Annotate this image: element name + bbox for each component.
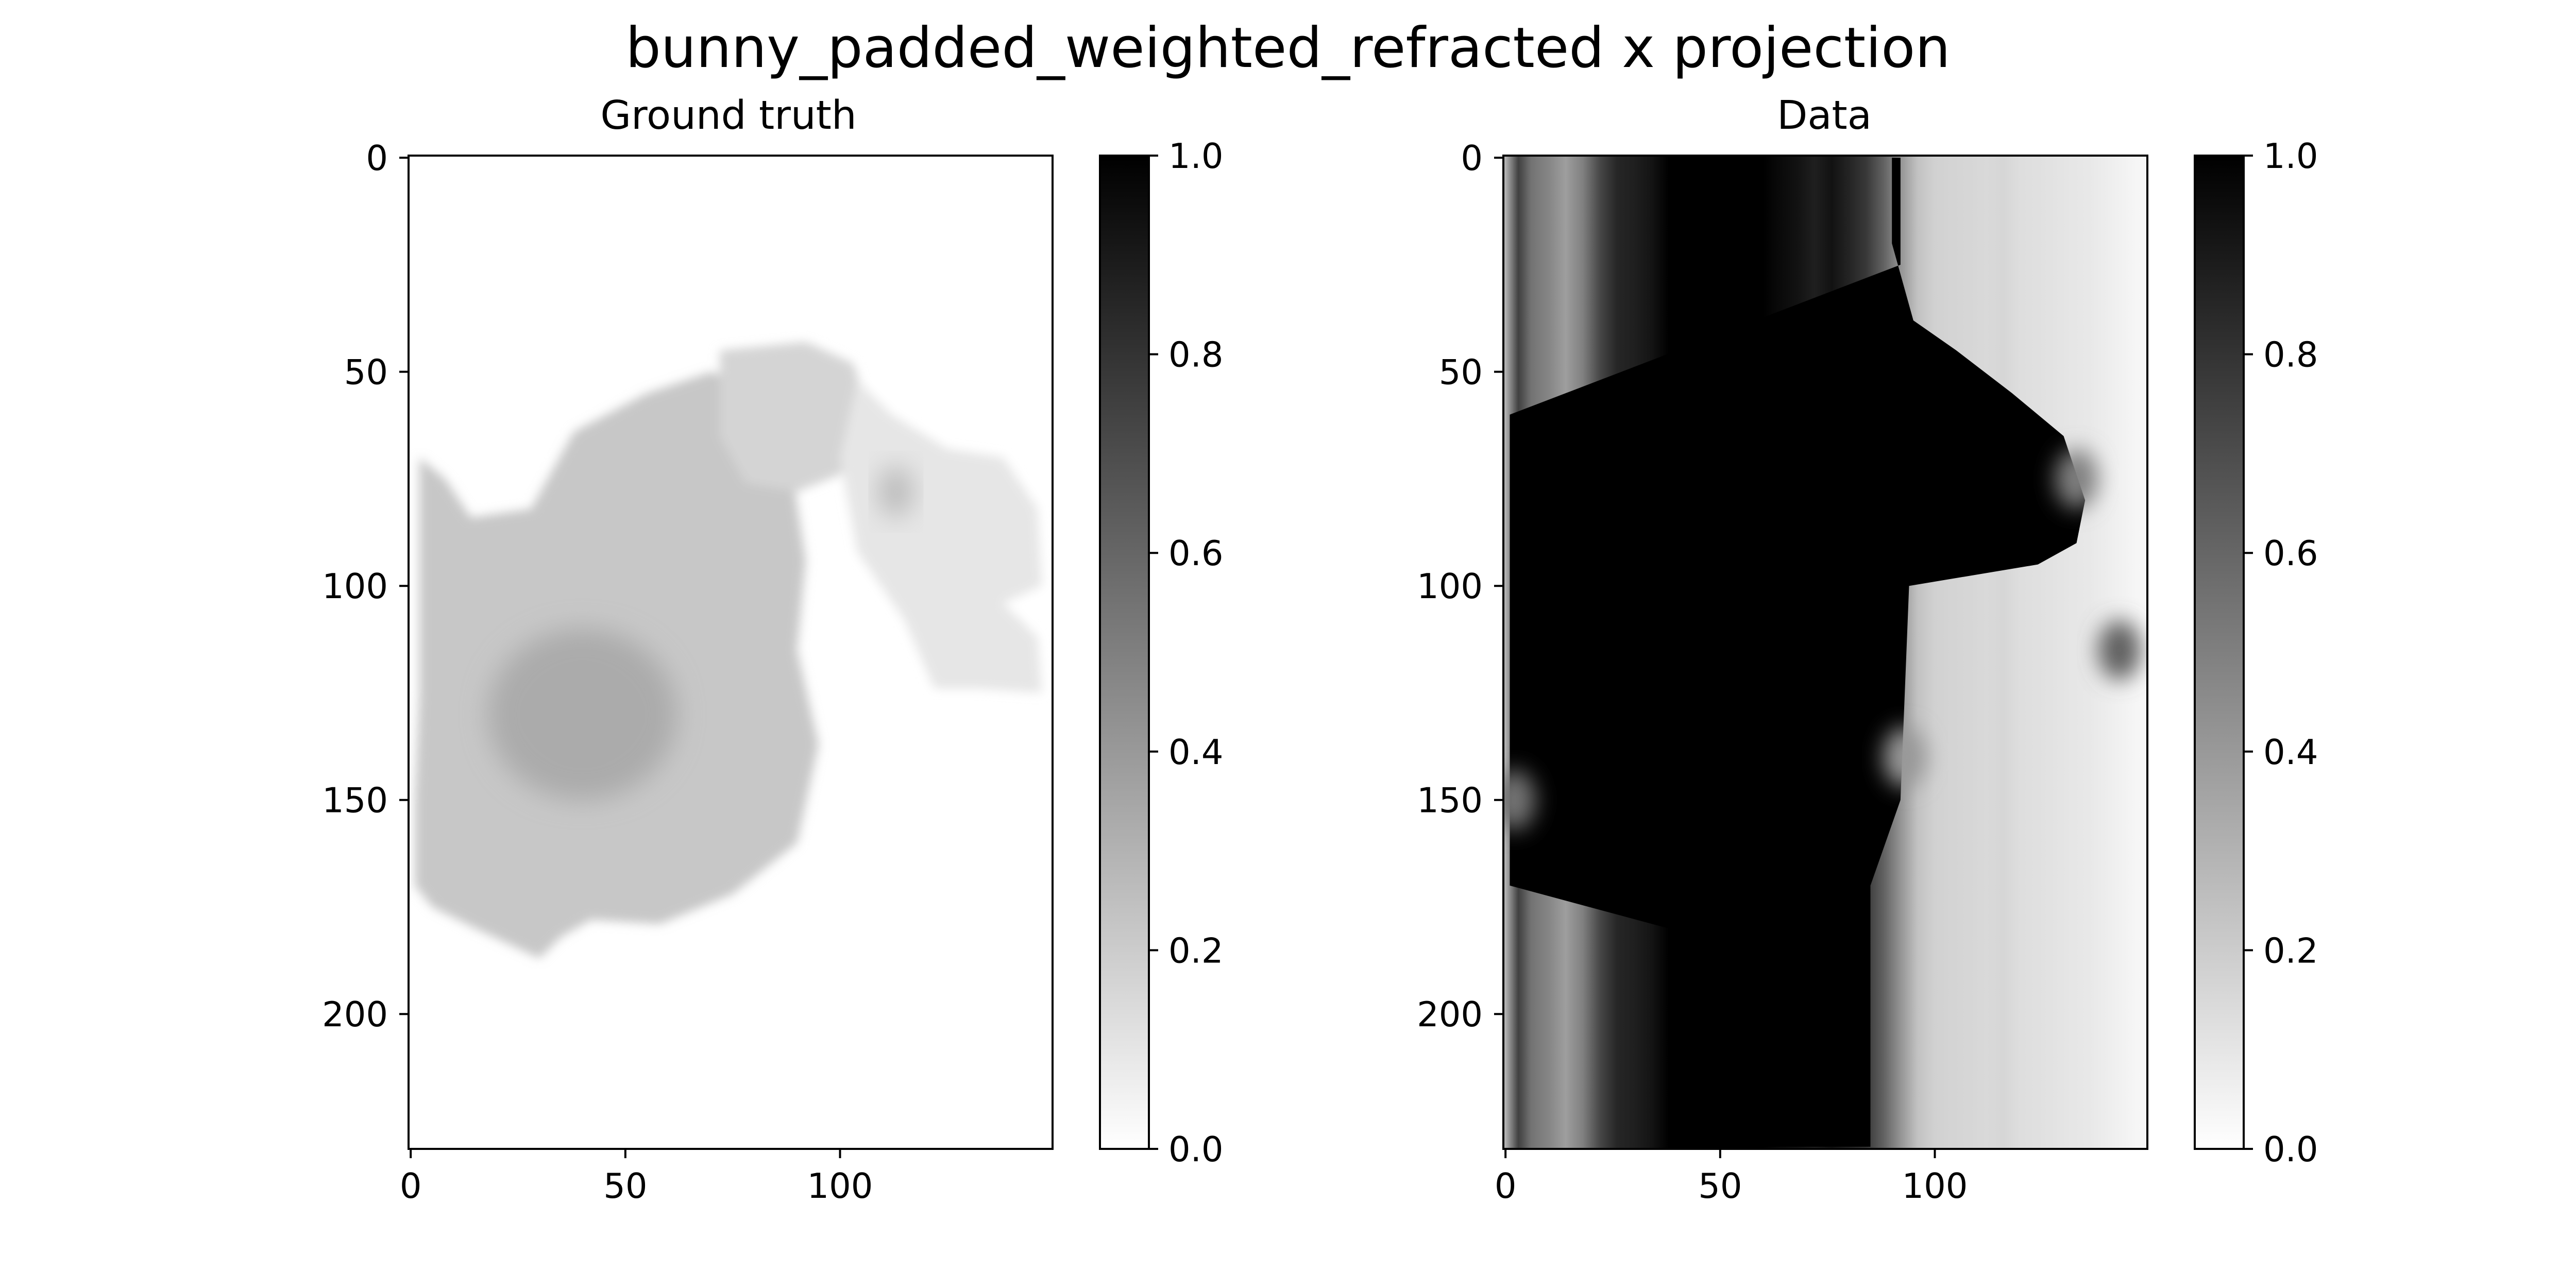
x-tick-label: 100	[1902, 1166, 1968, 1206]
bunny-body-core-region	[488, 629, 677, 800]
colorbar-tick-label: 0.8	[2263, 335, 2318, 375]
colorbar-tick-label: 0.0	[2263, 1129, 2318, 1170]
y-tick-label: 50	[1439, 352, 1483, 393]
panel-ground-truth: Ground truth 0 50 100 0 50 100 150 200 0.0 0.2 0.…	[322, 93, 1223, 1206]
colorbar-tick-label: 0.2	[1168, 930, 1224, 971]
y-tick-label: 100	[322, 566, 388, 606]
panel-data: Data 0 50 100 0 50 100 150 200 0.0 0.2 0.4 0.6 0.8 1…	[1417, 93, 2318, 1206]
bunny-ear-region	[840, 380, 1042, 693]
y-tick-label: 50	[344, 352, 388, 393]
y-tick-label: 150	[1417, 781, 1483, 821]
data-saturated-region	[1510, 158, 2086, 1147]
x-tick-label: 50	[603, 1166, 647, 1206]
colorbar-tick-label: 0.6	[1168, 533, 1224, 573]
bunny-head-region	[720, 342, 875, 492]
data-dark-spot	[2098, 620, 2141, 681]
x-tick-label: 0	[1495, 1166, 1517, 1206]
heatmap-data	[1503, 156, 2147, 1149]
data-dark-spot	[1503, 770, 1536, 830]
colorbar-tick-label: 0.2	[2263, 930, 2318, 971]
colorbar-tick-label: 0.8	[1168, 335, 1224, 375]
x-tick-label: 50	[1698, 1166, 1742, 1206]
colorbar-tick-label: 0.0	[1168, 1129, 1224, 1170]
y-tick-label: 0	[366, 138, 388, 178]
data-dark-spot	[2055, 449, 2098, 509]
colorbar-data	[2195, 156, 2244, 1149]
panel-title-data: Data	[1777, 93, 1872, 139]
y-tick-label: 150	[322, 781, 388, 821]
panel-title-ground-truth: Ground truth	[600, 93, 856, 139]
y-tick-label: 0	[1461, 138, 1483, 178]
data-dark-spot	[1883, 727, 1926, 787]
colorbar-ground-truth	[1100, 156, 1149, 1149]
x-tick-label: 100	[807, 1166, 873, 1206]
colorbar-tick-label: 0.4	[2263, 732, 2318, 772]
figure-title: bunny_padded_weighted_refracted x projec…	[625, 16, 1951, 80]
y-tick-label: 200	[1417, 994, 1483, 1035]
colorbar-tick-label: 1.0	[2263, 136, 2318, 176]
heatmap-ground-truth	[415, 342, 1042, 959]
y-tick-label: 200	[322, 994, 388, 1035]
colorbar-tick-label: 0.6	[2263, 533, 2318, 573]
y-tick-label: 100	[1417, 566, 1483, 606]
colorbar-tick-label: 0.4	[1168, 732, 1224, 772]
bunny-ear-shadow-region	[878, 466, 913, 518]
colorbar-tick-label: 1.0	[1168, 136, 1224, 176]
x-tick-label: 0	[400, 1166, 422, 1206]
